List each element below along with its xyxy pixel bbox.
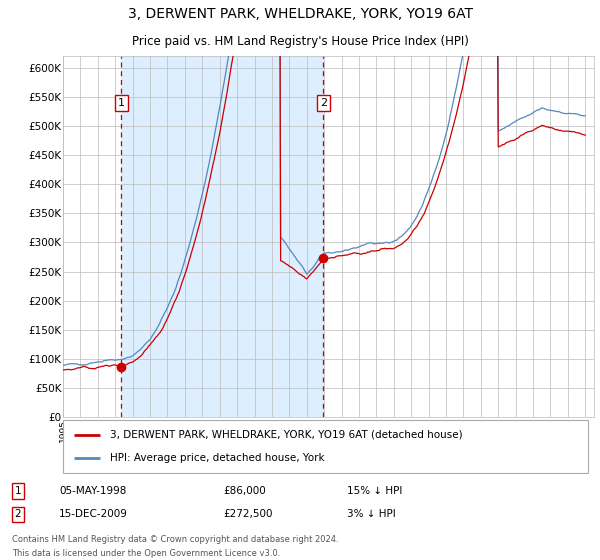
Text: 1: 1	[118, 98, 125, 108]
Text: 3, DERWENT PARK, WHELDRAKE, YORK, YO19 6AT: 3, DERWENT PARK, WHELDRAKE, YORK, YO19 6…	[128, 7, 473, 21]
Text: £272,500: £272,500	[224, 509, 273, 519]
Text: 2: 2	[320, 98, 327, 108]
Text: HPI: Average price, detached house, York: HPI: Average price, detached house, York	[110, 453, 325, 463]
Text: 15-DEC-2009: 15-DEC-2009	[59, 509, 128, 519]
Text: 3, DERWENT PARK, WHELDRAKE, YORK, YO19 6AT (detached house): 3, DERWENT PARK, WHELDRAKE, YORK, YO19 6…	[110, 430, 463, 440]
Text: 1: 1	[14, 486, 21, 496]
Text: 3% ↓ HPI: 3% ↓ HPI	[347, 509, 396, 519]
Text: This data is licensed under the Open Government Licence v3.0.: This data is licensed under the Open Gov…	[12, 549, 280, 558]
Text: 2: 2	[14, 509, 21, 519]
FancyBboxPatch shape	[63, 420, 588, 473]
Text: £86,000: £86,000	[224, 486, 266, 496]
Text: 05-MAY-1998: 05-MAY-1998	[59, 486, 126, 496]
Text: Contains HM Land Registry data © Crown copyright and database right 2024.: Contains HM Land Registry data © Crown c…	[12, 535, 338, 544]
Text: Price paid vs. HM Land Registry's House Price Index (HPI): Price paid vs. HM Land Registry's House …	[131, 35, 469, 48]
Bar	[121, 56, 323, 417]
Text: 15% ↓ HPI: 15% ↓ HPI	[347, 486, 403, 496]
